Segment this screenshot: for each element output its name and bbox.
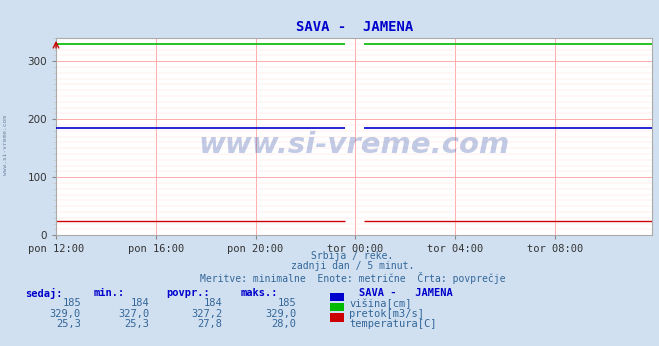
Text: maks.:: maks.: bbox=[241, 288, 278, 298]
Text: SAVA -   JAMENA: SAVA - JAMENA bbox=[359, 288, 453, 298]
Text: 25,3: 25,3 bbox=[56, 319, 81, 329]
Text: povpr.:: povpr.: bbox=[166, 288, 210, 298]
Text: Srbija / reke.: Srbija / reke. bbox=[312, 251, 393, 261]
Text: 25,3: 25,3 bbox=[125, 319, 150, 329]
Text: temperatura[C]: temperatura[C] bbox=[349, 319, 437, 329]
Text: 27,8: 27,8 bbox=[197, 319, 222, 329]
Text: www.si-vreme.com: www.si-vreme.com bbox=[3, 115, 9, 175]
Text: pretok[m3/s]: pretok[m3/s] bbox=[349, 309, 424, 319]
Text: zadnji dan / 5 minut.: zadnji dan / 5 minut. bbox=[291, 261, 415, 271]
Text: 28,0: 28,0 bbox=[272, 319, 297, 329]
Text: višina[cm]: višina[cm] bbox=[349, 298, 412, 309]
Text: min.:: min.: bbox=[94, 288, 125, 298]
Text: 185: 185 bbox=[278, 298, 297, 308]
Text: 185: 185 bbox=[63, 298, 81, 308]
Text: 327,0: 327,0 bbox=[119, 309, 150, 319]
Title: SAVA -  JAMENA: SAVA - JAMENA bbox=[296, 20, 413, 34]
Text: 184: 184 bbox=[204, 298, 222, 308]
Text: 327,2: 327,2 bbox=[191, 309, 222, 319]
Text: sedaj:: sedaj: bbox=[25, 288, 63, 299]
Text: 329,0: 329,0 bbox=[50, 309, 81, 319]
Text: 184: 184 bbox=[131, 298, 150, 308]
Text: Meritve: minimalne  Enote: metrične  Črta: povprečje: Meritve: minimalne Enote: metrične Črta:… bbox=[200, 272, 505, 284]
Text: www.si-vreme.com: www.si-vreme.com bbox=[198, 130, 510, 158]
Text: 329,0: 329,0 bbox=[266, 309, 297, 319]
